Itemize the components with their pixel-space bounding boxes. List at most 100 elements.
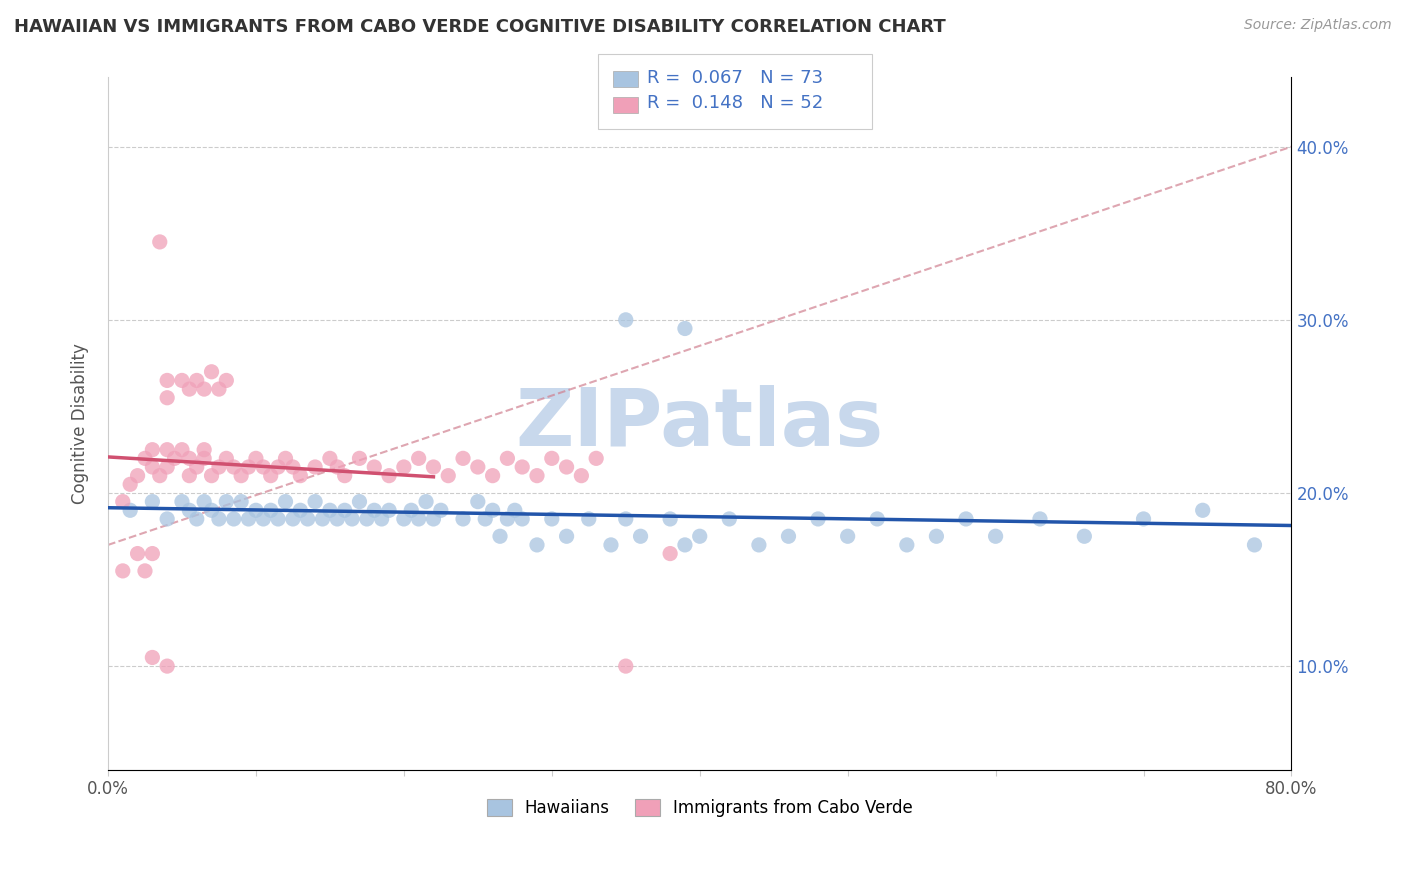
Point (134, 451, 156, 466)
Point (141, 494, 163, 508)
Point (430, 503, 453, 517)
Point (134, 564, 156, 578)
Point (540, 451, 562, 466)
Point (496, 451, 519, 466)
Point (408, 512, 430, 526)
Text: ZIPatlas: ZIPatlas (516, 384, 884, 463)
Point (467, 460, 489, 475)
Point (245, 451, 267, 466)
Point (141, 460, 163, 475)
Point (408, 451, 430, 466)
Point (297, 512, 319, 526)
Point (370, 512, 392, 526)
Point (208, 460, 231, 475)
Point (238, 460, 260, 475)
Point (179, 468, 201, 483)
Point (170, 442, 193, 457)
Point (120, 477, 142, 491)
Point (807, 512, 830, 526)
Point (356, 512, 378, 526)
Point (526, 538, 548, 552)
Point (141, 547, 163, 561)
Point (215, 494, 238, 508)
Point (399, 503, 422, 517)
Point (290, 503, 312, 517)
Point (326, 512, 349, 526)
Point (200, 468, 222, 483)
Point (392, 460, 415, 475)
Point (267, 512, 290, 526)
Point (156, 460, 179, 475)
Point (614, 659, 637, 673)
Point (193, 494, 215, 508)
Point (304, 460, 326, 475)
Point (600, 538, 623, 552)
Point (340, 512, 363, 526)
Point (363, 460, 385, 475)
Point (333, 503, 356, 517)
Point (673, 538, 696, 552)
Point (186, 460, 208, 475)
Point (200, 365, 222, 379)
Point (630, 529, 652, 543)
Point (526, 468, 548, 483)
Point (555, 460, 578, 475)
Point (238, 512, 260, 526)
Text: Source: ZipAtlas.com: Source: ZipAtlas.com (1244, 18, 1392, 32)
Point (392, 512, 415, 526)
Point (179, 451, 201, 466)
Point (422, 512, 444, 526)
Point (378, 503, 401, 517)
Point (208, 512, 231, 526)
Point (437, 468, 460, 483)
Point (311, 512, 333, 526)
Point (467, 494, 489, 508)
Point (127, 547, 149, 561)
Point (260, 503, 283, 517)
Point (1243, 538, 1265, 552)
Point (215, 451, 238, 466)
Point (170, 373, 193, 387)
Point (208, 382, 231, 396)
Point (496, 512, 519, 526)
Point (222, 512, 245, 526)
Point (245, 503, 267, 517)
Point (333, 468, 356, 483)
Point (163, 451, 186, 466)
Point (156, 391, 179, 405)
Point (200, 503, 222, 517)
Point (186, 512, 208, 526)
Point (614, 313, 637, 327)
Point (510, 460, 533, 475)
Legend: Hawaiians, Immigrants from Cabo Verde: Hawaiians, Immigrants from Cabo Verde (479, 792, 920, 824)
Point (481, 503, 503, 517)
Point (319, 451, 342, 466)
Point (748, 538, 770, 552)
Point (363, 503, 385, 517)
Point (260, 468, 283, 483)
Point (510, 512, 533, 526)
Point (659, 512, 682, 526)
Point (252, 460, 274, 475)
Point (319, 503, 342, 517)
Point (1073, 529, 1095, 543)
Point (451, 451, 474, 466)
Point (925, 529, 948, 543)
Point (156, 373, 179, 387)
Point (222, 460, 245, 475)
Point (555, 529, 578, 543)
Point (193, 451, 215, 466)
Point (231, 494, 253, 508)
Point (326, 460, 349, 475)
Point (141, 442, 163, 457)
Point (193, 442, 215, 457)
Point (281, 460, 304, 475)
Point (120, 503, 142, 517)
Text: R =  0.067   N = 73: R = 0.067 N = 73 (647, 69, 823, 87)
Point (179, 382, 201, 396)
Point (1191, 503, 1213, 517)
Point (540, 512, 562, 526)
Point (1132, 512, 1154, 526)
Point (156, 512, 179, 526)
Point (186, 373, 208, 387)
